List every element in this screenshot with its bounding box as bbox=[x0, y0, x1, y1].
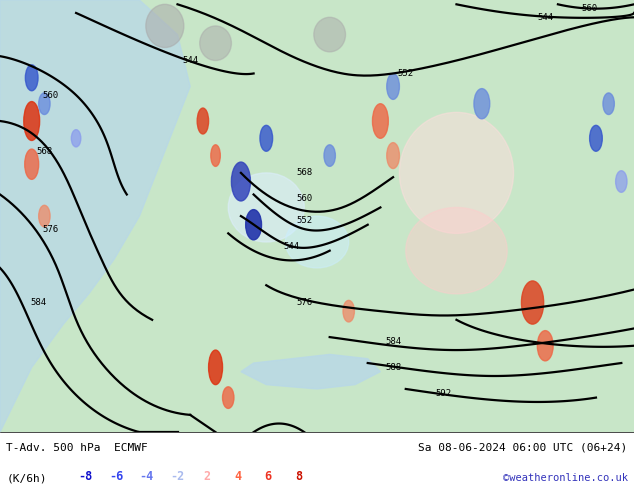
Ellipse shape bbox=[246, 210, 262, 240]
Ellipse shape bbox=[146, 4, 184, 48]
Ellipse shape bbox=[474, 89, 490, 119]
Ellipse shape bbox=[343, 300, 354, 322]
Text: 576: 576 bbox=[42, 224, 59, 234]
Text: 592: 592 bbox=[436, 389, 452, 398]
Text: 584: 584 bbox=[385, 337, 401, 346]
Text: (K/6h): (K/6h) bbox=[6, 473, 47, 483]
Text: 8: 8 bbox=[295, 470, 302, 483]
Text: 560: 560 bbox=[296, 195, 313, 203]
Ellipse shape bbox=[616, 171, 627, 192]
Ellipse shape bbox=[387, 74, 399, 99]
Ellipse shape bbox=[25, 65, 38, 91]
Text: -2: -2 bbox=[170, 470, 184, 483]
Text: 552: 552 bbox=[398, 69, 414, 78]
Text: 560: 560 bbox=[42, 91, 59, 99]
Ellipse shape bbox=[314, 17, 346, 52]
Ellipse shape bbox=[406, 207, 507, 294]
Text: 6: 6 bbox=[264, 470, 272, 483]
Text: 544: 544 bbox=[283, 242, 300, 251]
Ellipse shape bbox=[521, 281, 543, 324]
Text: -4: -4 bbox=[139, 470, 153, 483]
Text: -6: -6 bbox=[109, 470, 123, 483]
Text: 560: 560 bbox=[581, 4, 598, 13]
Text: T-Adv. 500 hPa  ECMWF: T-Adv. 500 hPa ECMWF bbox=[6, 442, 148, 453]
Text: 552: 552 bbox=[296, 216, 313, 225]
Text: ©weatheronline.co.uk: ©weatheronline.co.uk bbox=[503, 473, 628, 483]
Ellipse shape bbox=[399, 112, 514, 233]
Ellipse shape bbox=[590, 125, 602, 151]
Ellipse shape bbox=[538, 331, 553, 361]
Text: 544: 544 bbox=[537, 13, 553, 22]
Text: -8: -8 bbox=[79, 470, 93, 483]
Ellipse shape bbox=[39, 93, 50, 115]
Text: 544: 544 bbox=[182, 56, 198, 65]
Text: 576: 576 bbox=[296, 298, 313, 307]
Text: 588: 588 bbox=[385, 363, 401, 372]
Ellipse shape bbox=[387, 143, 399, 169]
Ellipse shape bbox=[209, 350, 223, 385]
Ellipse shape bbox=[210, 145, 221, 167]
Ellipse shape bbox=[71, 130, 81, 147]
Polygon shape bbox=[0, 0, 190, 432]
Text: Sa 08-06-2024 06:00 UTC (06+24): Sa 08-06-2024 06:00 UTC (06+24) bbox=[418, 442, 628, 453]
Text: 568: 568 bbox=[36, 147, 53, 156]
Text: 4: 4 bbox=[234, 470, 242, 483]
Ellipse shape bbox=[200, 26, 231, 60]
Ellipse shape bbox=[324, 145, 335, 167]
Text: 2: 2 bbox=[204, 470, 211, 483]
Ellipse shape bbox=[39, 205, 50, 227]
Ellipse shape bbox=[223, 387, 234, 408]
Ellipse shape bbox=[25, 149, 39, 179]
Ellipse shape bbox=[372, 104, 388, 138]
Ellipse shape bbox=[260, 125, 273, 151]
Polygon shape bbox=[241, 354, 380, 389]
Ellipse shape bbox=[197, 108, 209, 134]
Ellipse shape bbox=[231, 162, 250, 201]
Ellipse shape bbox=[603, 93, 614, 115]
Ellipse shape bbox=[24, 101, 39, 141]
Ellipse shape bbox=[285, 216, 349, 268]
Ellipse shape bbox=[228, 173, 304, 242]
Text: 584: 584 bbox=[30, 298, 46, 307]
Text: 568: 568 bbox=[296, 169, 313, 177]
